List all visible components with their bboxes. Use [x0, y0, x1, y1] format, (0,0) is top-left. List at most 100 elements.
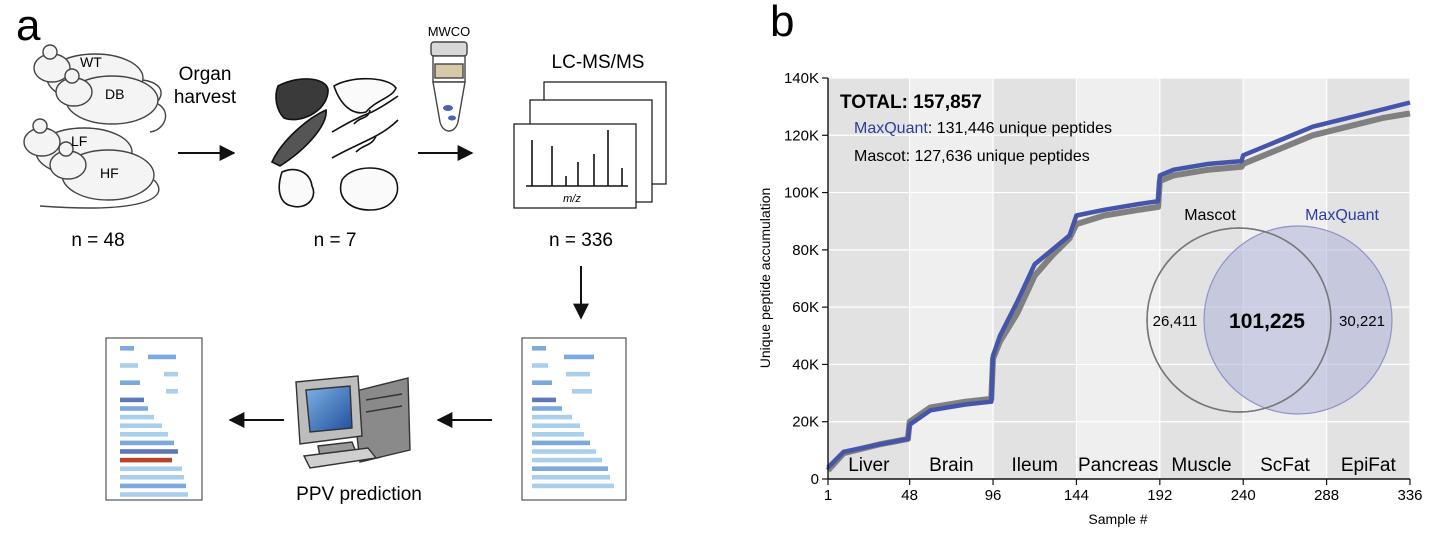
ileum-icon-2 [331, 119, 399, 159]
result-bar [120, 406, 148, 411]
mouse-label-hf: HF [100, 165, 119, 181]
mouse-label-lf: LF [71, 133, 87, 149]
result-bar [120, 397, 144, 403]
result-bar [120, 492, 188, 497]
region-label: Muscle [1171, 455, 1231, 476]
venn-overlap: 101,225 [1229, 310, 1305, 333]
y-tick-label: 0 [811, 471, 819, 488]
region-label: Pancreas [1078, 455, 1158, 476]
result-bar [148, 354, 176, 360]
result-bars-left [120, 346, 188, 497]
result-sheet-right [521, 337, 627, 501]
lcms-label: LC-MS/MS [552, 52, 645, 73]
y-tick-label: 60K [792, 299, 819, 316]
result-bar [120, 423, 162, 428]
y-tick-label: 20K [792, 414, 819, 431]
result-bar [572, 389, 592, 394]
region-band [1076, 78, 1160, 479]
mwco-label: MWCO [428, 24, 471, 39]
result-bar [566, 371, 590, 377]
result-bar [532, 423, 580, 428]
liver-icon [275, 78, 329, 121]
mouse-label-wt: WT [80, 54, 102, 70]
x-tick-label: 144 [1064, 487, 1089, 504]
result-bar [532, 466, 608, 471]
maxquant-count: : 131,446 unique peptides [928, 120, 1112, 137]
panel-b-label: b [770, 0, 794, 46]
result-bar [532, 406, 562, 411]
result-bar [532, 483, 614, 489]
maxquant-name: MaxQuant [854, 120, 928, 137]
result-bar [564, 354, 594, 360]
spectra-stack [513, 81, 667, 209]
organ-harvest-line-1: Organ [179, 64, 232, 85]
mouse-icon-hf [39, 141, 160, 209]
result-bar [532, 475, 610, 480]
panel-b: b 0 20K 40K 60K 80K 100K 120K 140K 1 48 96 144 192 24… [757, 0, 1423, 527]
chart-series [825, 100, 1411, 473]
mz-axis-label: m/z [563, 193, 581, 205]
computer-icon [295, 375, 411, 469]
spectrum-peaks [526, 130, 628, 187]
venn-maxquant-circle [1203, 225, 1393, 415]
result-bar [532, 440, 590, 446]
venn-mascot-label: Mascot [1184, 207, 1236, 224]
x-tick-label: 336 [1397, 487, 1422, 504]
result-bar [120, 466, 182, 471]
venn-maxquant-label: MaxQuant [1305, 207, 1379, 224]
region-band [828, 78, 910, 479]
result-bar [166, 389, 178, 394]
pancreas-icon [333, 77, 397, 114]
venn-diagram: Mascot MaxQuant 26,411 101,225 30,221 [1146, 207, 1393, 415]
result-bar [120, 346, 134, 351]
result-bar [120, 440, 174, 446]
venn-maxquant-only: 30,221 [1339, 313, 1385, 330]
result-bar [532, 346, 546, 351]
result-bar [164, 371, 178, 377]
y-tick-label: 80K [792, 242, 819, 259]
result-bar [120, 475, 184, 480]
ileum-icon-1 [331, 95, 399, 133]
chart-region-labels: Liver Brain Ileum Pancreas Muscle ScFat EpiFat [848, 455, 1396, 476]
result-sheet-left [105, 337, 203, 501]
result-bar [532, 380, 552, 385]
chart-axes: 0 20K 40K 60K 80K 100K 120K 140K 1 48 96 144 192 240 2… [784, 70, 1423, 504]
result-bar [532, 363, 548, 368]
muscle-icon [270, 108, 327, 167]
result-bar [120, 483, 186, 489]
panel-a-label: a [16, 1, 41, 50]
mice-count: n = 48 [71, 230, 124, 251]
x-axis-label: Sample # [1088, 511, 1147, 527]
series-line-maxquant [826, 100, 1411, 470]
region-label: EpiFat [1341, 455, 1397, 476]
region-label: Brain [929, 455, 973, 476]
result-bar [120, 414, 154, 420]
result-bar [532, 449, 596, 454]
region-band [909, 78, 994, 479]
result-bar [532, 414, 572, 420]
result-bar [120, 449, 178, 454]
x-tick-label: 240 [1231, 487, 1256, 504]
intestine-icon [278, 168, 315, 208]
result-bar [120, 432, 168, 437]
y-tick-label: 120K [784, 127, 819, 144]
result-bar [532, 457, 602, 463]
mice-illustration [23, 44, 167, 209]
organs-count: n = 7 [314, 230, 357, 251]
mascot-summary: Mascot: 127,636 unique peptides [854, 148, 1090, 165]
mouse-icon-db [55, 68, 167, 133]
brain-icon [339, 167, 399, 211]
x-tick-label: 96 [985, 487, 1002, 504]
organs-illustration [270, 77, 399, 211]
result-bar [120, 363, 138, 368]
venn-mascot-only: 26,411 [1153, 313, 1198, 330]
region-label: Liver [848, 455, 890, 476]
result-bars-right [532, 346, 614, 489]
x-tick-label: 288 [1314, 487, 1339, 504]
samples-count: n = 336 [549, 230, 613, 251]
region-label: Ileum [1012, 455, 1058, 476]
x-tick-label: 48 [901, 487, 918, 504]
result-bar [120, 457, 172, 463]
maxquant-summary: MaxQuant: 131,446 unique peptides [854, 120, 1112, 137]
